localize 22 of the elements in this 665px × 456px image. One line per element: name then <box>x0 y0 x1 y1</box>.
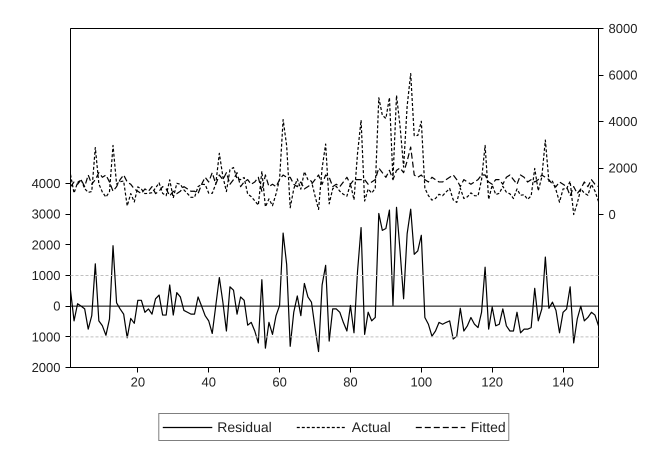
x-tick-label: 120 <box>481 374 504 390</box>
y2-tick-label: 0 <box>608 207 616 222</box>
y2-tick-label: 4000 <box>608 114 638 130</box>
y-tick-label: 0 <box>53 298 61 314</box>
x-tick-label: 60 <box>272 374 287 390</box>
x-tick-label: 100 <box>410 374 432 390</box>
y-tick-label: 2000 <box>32 360 60 375</box>
y-tick-label: 4000 <box>32 176 60 191</box>
legend-label: Actual <box>352 418 391 434</box>
legend-label: Fitted <box>470 418 506 434</box>
y-tick-label: 1000 <box>32 329 60 344</box>
y2-tick-label: 8000 <box>608 21 638 36</box>
y-tick-label: 3000 <box>32 206 60 222</box>
x-tick-label: 80 <box>343 374 358 390</box>
y-tick-label: 1000 <box>32 268 60 283</box>
legend-label: Residual <box>217 418 272 434</box>
x-tick-label: 140 <box>552 374 574 390</box>
y2-tick-label: 6000 <box>608 68 638 82</box>
x-tick-label: 20 <box>130 374 146 390</box>
y-tick-label: 2000 <box>32 237 60 252</box>
x-tick-label: 40 <box>201 374 216 390</box>
y2-tick-label: 2000 <box>608 160 638 176</box>
